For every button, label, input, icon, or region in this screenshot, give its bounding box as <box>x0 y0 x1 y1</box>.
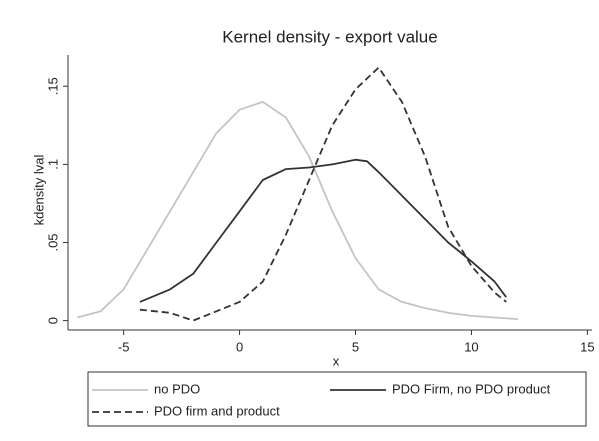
series-line <box>139 66 507 322</box>
legend-box <box>87 371 587 427</box>
x-tick-label: -5 <box>118 339 130 354</box>
x-tick-label: 0 <box>236 339 243 354</box>
x-axis-label: x <box>333 353 340 368</box>
x-tick-label: 10 <box>464 339 478 354</box>
series-line <box>139 158 507 303</box>
legend-label: PDO Firm, no PDO product <box>392 381 551 396</box>
y-tick-label: .1 <box>45 159 60 170</box>
x-tick-label: 15 <box>580 339 594 354</box>
y-axis-label: kdensity lval <box>31 154 46 225</box>
y-tick-label: .05 <box>45 233 60 251</box>
x-tick-label: 5 <box>352 339 359 354</box>
legend-label: PDO firm and product <box>154 403 280 418</box>
y-tick-label: .15 <box>45 77 60 95</box>
series-line <box>77 101 518 320</box>
y-tick-label: 0 <box>45 317 60 324</box>
chart-title: Kernel density - export value <box>222 27 437 46</box>
legend-label: no PDO <box>154 381 200 396</box>
